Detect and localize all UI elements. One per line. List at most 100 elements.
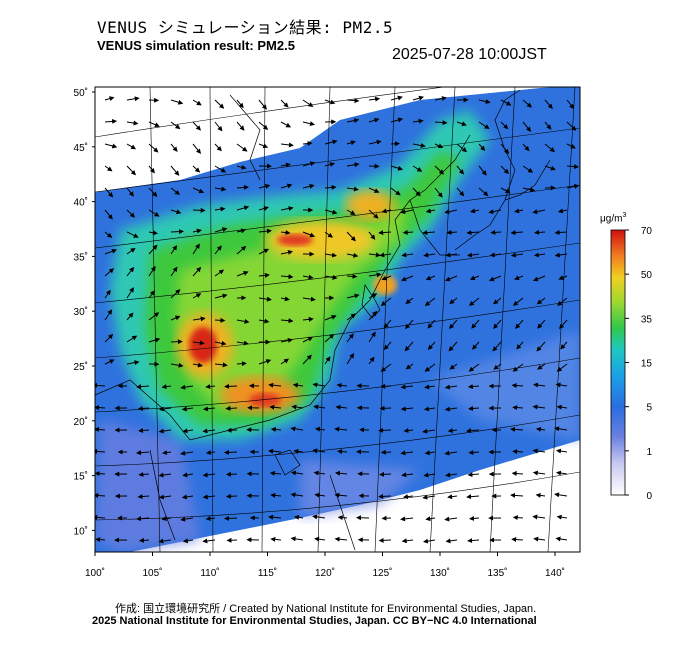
longitude-labels: 100˚ 105˚ 110˚ 115˚ 120˚ 125˚ 130˚ 135˚ 140˚ (85, 552, 565, 579)
wind-arrow (444, 450, 458, 456)
wind-arrow (488, 209, 502, 215)
wind-arrow (434, 120, 448, 126)
wind-arrow (170, 143, 178, 152)
longitude-label: 140˚ (545, 567, 565, 579)
wind-arrow (478, 187, 489, 197)
wind-arrow (478, 143, 486, 152)
wind-arrow (400, 209, 414, 215)
wind-arrow (192, 187, 205, 194)
wind-arrow (148, 290, 155, 299)
wind-arrow (137, 405, 150, 411)
wind-arrow (427, 319, 436, 329)
colorbar (610, 229, 626, 496)
wind-arrow (126, 165, 136, 176)
wind-arrow (280, 206, 294, 212)
wind-arrow (268, 448, 282, 454)
longitude-label: 115˚ (258, 567, 277, 579)
wind-arrow (337, 449, 348, 454)
wind-arrow (258, 272, 270, 278)
coastlines (95, 89, 551, 551)
wind-arrow (137, 494, 150, 500)
wind-arrow (533, 382, 546, 388)
wind-arrow (478, 165, 487, 176)
wind-arrow (512, 363, 524, 372)
colorbar-tick-label: 70 (641, 226, 653, 237)
wind-arrow (258, 206, 269, 211)
wind-arrow (302, 336, 314, 343)
wind-arrow (511, 383, 524, 388)
wind-arrow (104, 118, 118, 124)
wind-arrow (444, 516, 458, 522)
wind-arrow (104, 187, 114, 198)
wind-arrow (468, 297, 480, 306)
timestamp: 2025-07-28 10:00JST (392, 46, 547, 63)
wind-arrow (192, 243, 200, 255)
colorbar-tick-label: 0 (646, 491, 652, 502)
wind-arrow (380, 449, 392, 455)
wind-arrow (202, 428, 216, 434)
colorbar-tick-label: 50 (641, 270, 653, 281)
wind-arrow (558, 275, 568, 280)
wind-arrow (214, 121, 223, 132)
wind-arrow (447, 494, 458, 500)
wind-arrow (214, 245, 222, 255)
wind-arrow (544, 165, 556, 171)
wind-arrow (556, 404, 568, 410)
wind-arrow (522, 143, 530, 152)
longitude-label: 110˚ (200, 567, 219, 579)
wind-arrow (368, 331, 376, 343)
wind-arrow (368, 139, 382, 145)
wind-arrow (148, 165, 155, 174)
wind-arrow (488, 275, 502, 282)
wind-arrow (535, 426, 546, 432)
wind-arrow (368, 310, 378, 321)
wind-arrow (557, 208, 568, 214)
wind-arrow (170, 315, 181, 321)
wind-arrow (379, 471, 392, 477)
wind-arrow (313, 470, 326, 476)
wind-arrow (258, 143, 269, 149)
longitude-label: 105˚ (142, 567, 162, 579)
wind-arrow (280, 121, 292, 128)
wind-arrow (493, 297, 502, 305)
wind-arrow (104, 309, 113, 321)
wind-arrow (400, 406, 414, 412)
latitude-label: 25˚ (74, 361, 88, 373)
wind-arrow (368, 209, 379, 219)
wind-arrow (555, 382, 568, 388)
wind-arrow (514, 208, 524, 214)
wind-arrow (346, 118, 360, 123)
wind-arrow (378, 493, 392, 499)
wind-arrow (537, 363, 546, 370)
wind-arrow (512, 515, 524, 521)
wind-arrow (225, 493, 238, 499)
wind-arrow (346, 186, 359, 192)
wind-arrow (368, 272, 382, 278)
wind-arrow (536, 297, 546, 305)
wind-arrow (380, 297, 392, 307)
wind-arrow (400, 384, 414, 390)
wind-arrow (214, 340, 227, 346)
wind-arrow (466, 428, 480, 434)
longitude-label: 135˚ (487, 567, 507, 579)
wind-arrow (104, 289, 111, 299)
longitude-label: 125˚ (372, 567, 392, 579)
wind-arrow (192, 293, 202, 299)
wind-arrow (379, 252, 392, 258)
wind-arrow (404, 319, 414, 330)
wind-arrow (148, 337, 161, 343)
wind-arrow (148, 312, 160, 321)
wind-arrow (258, 183, 271, 189)
wind-arrow (192, 207, 206, 213)
wind-arrow (422, 494, 436, 500)
wind-arrow (158, 472, 172, 478)
latitude-label: 35˚ (74, 251, 88, 263)
wind-arrow (423, 406, 436, 412)
wind-arrow (368, 252, 381, 258)
wind-arrow (544, 99, 553, 110)
wind-arrow (280, 183, 293, 189)
wind-arrow (493, 319, 502, 329)
wind-arrow (449, 319, 458, 330)
wind-arrow (492, 341, 502, 352)
wind-arrow (170, 362, 184, 368)
